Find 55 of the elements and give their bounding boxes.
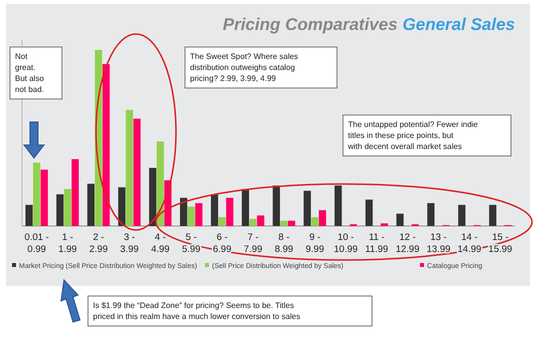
x-tick-label: 9 - 9.99 (306, 232, 324, 255)
bar (126, 110, 134, 226)
bar (180, 198, 188, 226)
bar (334, 186, 342, 226)
x-tick-label: 0.01 - 0.99 (24, 232, 49, 255)
x-tick-label: 7 - 7.99 (244, 232, 262, 255)
bar (210, 194, 218, 226)
x-tick-label: 2 - 2.99 (89, 232, 108, 255)
x-tick-label: 15 - 15.99 (488, 232, 512, 255)
bar (318, 210, 326, 226)
x-tick-label: 5 - 5.99 (182, 232, 200, 255)
bar (396, 214, 404, 226)
bar (242, 189, 250, 226)
bar (288, 220, 296, 226)
bar (311, 217, 318, 226)
bar (188, 206, 195, 226)
bar (156, 142, 164, 226)
bar (249, 218, 257, 226)
bar (489, 204, 496, 226)
bar (226, 198, 234, 226)
bar (304, 190, 311, 226)
chart-subtitle: General Sales (402, 15, 515, 34)
annotation: Not great. But also not bad. (15, 52, 44, 94)
bar (40, 170, 48, 226)
bar (380, 223, 388, 226)
x-tick-label: 10 - 10.99 (334, 232, 358, 255)
bar (427, 203, 435, 226)
chart-title: Pricing Comparatives (222, 15, 398, 34)
x-tick-label: 3 - 3.99 (120, 232, 139, 255)
bar (64, 189, 72, 226)
text: Is $1.99 the “Dead Zone” for pricing? Seems to be. Titles priced in this realm have a much lower conversion to sales (93, 301, 300, 321)
bar (102, 64, 110, 226)
bar (149, 168, 156, 226)
bar (365, 200, 373, 226)
bar (56, 194, 64, 226)
bar (218, 217, 226, 226)
bar (33, 162, 40, 226)
x-tick-label: 11 - 11.99 (365, 232, 388, 255)
bar (257, 215, 264, 226)
bar (25, 204, 33, 226)
bar (87, 184, 95, 226)
bar (133, 118, 141, 226)
x-tick-label: 13 - 13.99 (426, 232, 450, 255)
bar (272, 186, 280, 226)
bar (195, 203, 202, 226)
annotation: The untapped potential? Fewer indie titles in these price points, but with decent overall market sales (347, 120, 478, 151)
x-tick-label: 1 - 1.99 (58, 232, 77, 255)
x-tick-label: 12 - 12.99 (396, 232, 420, 255)
bar (458, 204, 466, 226)
x-tick-label: 4 - 4.99 (151, 232, 170, 255)
bar (280, 220, 288, 226)
annotation: The Sweet Spot? Where sales distribution outweighs catalog pricing? 2.99, 3.99, 4.99 (190, 52, 298, 83)
bar (72, 159, 79, 226)
bar (118, 187, 126, 226)
x-tick-label: 8 - 8.99 (274, 232, 294, 255)
